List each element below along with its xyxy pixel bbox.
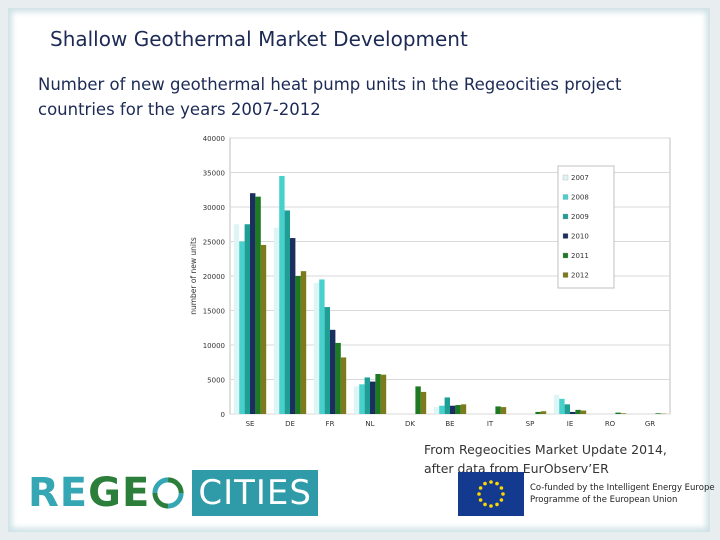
source-line-1: From Regeocities Market Update 2014,	[424, 442, 667, 457]
bar-de-2011	[295, 276, 301, 414]
bar-ie-2010	[570, 411, 576, 414]
bar-de-2008	[279, 175, 285, 414]
x-tick-label: DE	[285, 420, 295, 428]
y-tick-label: 20000	[203, 273, 225, 281]
bar-nl-2007	[353, 386, 360, 414]
bar-nl-2009	[364, 377, 370, 414]
y-tick-label: 25000	[203, 239, 225, 247]
bar-fr-2008	[319, 279, 325, 414]
bar-be-2008	[439, 405, 445, 414]
x-tick-label: NL	[365, 420, 374, 428]
y-tick-label: 40000	[203, 135, 225, 143]
bar-fr-2009	[324, 307, 330, 414]
legend-label-2011: 2011	[571, 252, 589, 260]
legend-swatch-2009	[562, 213, 569, 220]
recycle-arrows-icon	[152, 477, 184, 509]
x-tick-label: DK	[405, 420, 415, 428]
bar-sp-2011	[535, 411, 541, 414]
legend-label-2012: 2012	[571, 272, 589, 280]
bar-ie-2012	[580, 410, 587, 414]
bar-nl-2012	[380, 374, 387, 414]
logo-cities: CITIES	[192, 470, 318, 516]
y-tick-label: 10000	[203, 342, 225, 350]
logo-geo: GE	[88, 470, 151, 516]
bar-nl-2008	[359, 384, 365, 414]
bar-dk-2011	[415, 386, 421, 414]
bar-fr-2012	[340, 357, 347, 414]
x-tick-label: GR	[645, 420, 655, 428]
bar-se-2009	[244, 224, 250, 414]
bar-de-2007	[273, 227, 280, 414]
x-tick-label: IT	[487, 420, 494, 428]
legend-swatch-2010	[562, 233, 569, 239]
bar-be-2012	[460, 404, 467, 414]
bar-fr-2007	[313, 282, 320, 414]
x-tick-label: IE	[567, 420, 574, 428]
bar-se-2010	[250, 193, 256, 414]
eu-text: Co-funded by the Intelligent Energy Euro…	[530, 482, 720, 506]
x-tick-label: BE	[445, 420, 454, 428]
slide-subtitle: Number of new geothermal heat pump units…	[38, 75, 622, 119]
bar-sp-2012	[540, 411, 547, 414]
legend-label-2008: 2008	[571, 194, 589, 202]
eu-funding-badge: Co-funded by the Intelligent Energy Euro…	[458, 472, 720, 516]
bar-nl-2011	[375, 373, 381, 414]
bar-be-2010	[450, 405, 456, 414]
bar-ie-2008	[559, 398, 565, 414]
bar-dk-2012	[420, 391, 427, 414]
legend-label-2010: 2010	[571, 233, 589, 241]
bar-chart: 0 5000 10000 15000 20000 25000 30000 35000 40000…	[189, 135, 671, 428]
bar-fr-2010	[330, 329, 336, 414]
y-tick-label: 0	[221, 411, 225, 419]
bar-se-2007	[233, 224, 240, 414]
bar-ie-2011	[575, 409, 581, 414]
bar-ie-2009	[564, 404, 570, 414]
x-tick-label: FR	[326, 420, 335, 428]
bar-se-2008	[239, 241, 245, 414]
bar-de-2009	[284, 210, 290, 414]
bar-be-2009	[444, 397, 450, 414]
bar-be-2007	[433, 407, 440, 414]
y-tick-label: 5000	[207, 377, 225, 385]
legend-swatch-2012	[562, 272, 569, 278]
bar-se-2012	[260, 244, 267, 414]
legend-box	[557, 165, 615, 289]
bar-nl-2010	[370, 381, 376, 414]
eu-line-1: Co-funded by the Intelligent Energy Euro…	[530, 483, 715, 493]
legend-label-2007: 2007	[571, 174, 589, 182]
bar-it-2012	[500, 407, 507, 414]
legend-swatch-2011	[562, 252, 569, 259]
logo-re: RE	[28, 470, 89, 516]
y-tick-label: 15000	[203, 308, 225, 316]
eu-flag-icon	[458, 472, 524, 516]
legend-swatch-2007	[562, 174, 569, 181]
bar-fr-2011	[335, 342, 341, 414]
bar-it-2011	[495, 406, 501, 414]
bar-ro-2012	[620, 413, 627, 414]
bar-de-2012	[300, 271, 307, 414]
y-axis-label: number of new units	[189, 237, 198, 315]
bar-de-2010	[290, 238, 296, 414]
bar-be-2011	[455, 405, 461, 414]
legend-label-2009: 2009	[571, 213, 589, 221]
bar-ro-2011	[615, 412, 621, 414]
slide-title: Shallow Geothermal Market Development	[50, 27, 468, 51]
legend-swatch-2008	[562, 194, 569, 200]
bar-se-2011	[255, 196, 261, 414]
y-tick-label: 35000	[203, 170, 225, 178]
eu-line-2: Programme of the European Union	[530, 495, 678, 505]
x-tick-label: SE	[246, 420, 255, 428]
y-tick-label: 30000	[203, 204, 225, 212]
x-tick-label: SP	[526, 420, 535, 428]
bar-gr-2011	[655, 413, 661, 414]
regeocities-logo: RE GE CITIES	[28, 468, 318, 518]
x-tick-label: RO	[605, 420, 616, 428]
bar-ie-2007	[553, 394, 560, 414]
